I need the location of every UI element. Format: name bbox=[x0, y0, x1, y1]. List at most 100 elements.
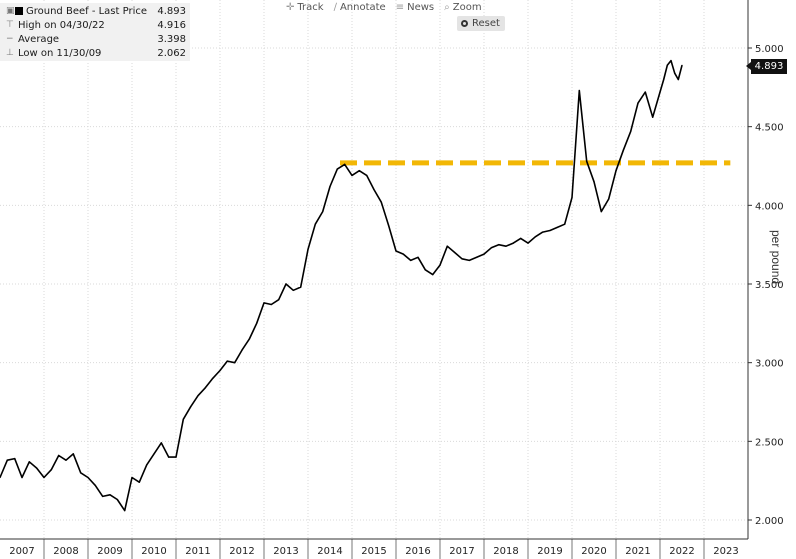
data-point bbox=[542, 231, 544, 233]
y-tick-label: 2.500 bbox=[755, 437, 784, 448]
chart-toolbar: ✛ Track ∕ Annotate ≡ News ⌕ Zoom bbox=[286, 0, 482, 14]
data-point bbox=[190, 406, 192, 408]
data-point bbox=[197, 395, 199, 397]
x-tick-label: 2016 bbox=[405, 546, 430, 557]
data-point bbox=[314, 223, 316, 225]
data-point bbox=[168, 456, 170, 458]
news-label: News bbox=[407, 1, 435, 13]
data-point bbox=[652, 116, 654, 118]
legend-row-low: ⊥ Low on 11/30/09 2.062 bbox=[4, 47, 186, 59]
data-point bbox=[586, 160, 588, 162]
x-tick-label: 2008 bbox=[53, 546, 78, 557]
data-point bbox=[278, 299, 280, 301]
data-point bbox=[373, 189, 375, 191]
data-point bbox=[160, 442, 162, 444]
annotate-label: Annotate bbox=[339, 1, 386, 13]
data-point bbox=[388, 225, 390, 227]
annotate-button[interactable]: ∕ Annotate bbox=[334, 0, 386, 14]
series-group bbox=[0, 59, 683, 512]
data-point bbox=[21, 476, 23, 479]
data-point bbox=[512, 242, 514, 244]
data-point bbox=[505, 245, 507, 247]
average-marker-icon: − bbox=[6, 34, 14, 44]
data-point bbox=[534, 236, 536, 238]
x-tick-label: 2023 bbox=[713, 546, 738, 557]
x-tick-label: 2020 bbox=[581, 546, 606, 557]
data-point bbox=[578, 89, 580, 92]
legend-low-value: 2.062 bbox=[157, 47, 186, 59]
data-point bbox=[674, 72, 676, 74]
last-price-badge: 4.893 bbox=[746, 59, 787, 74]
data-point bbox=[146, 464, 148, 466]
legend-toggle-icon[interactable]: ▣ bbox=[6, 6, 15, 16]
data-point bbox=[380, 201, 382, 203]
reset-button[interactable]: Reset bbox=[457, 16, 505, 31]
legend-title-value: 4.893 bbox=[157, 5, 186, 17]
data-point bbox=[285, 283, 287, 285]
data-point bbox=[329, 185, 331, 188]
data-point bbox=[116, 498, 118, 501]
data-point bbox=[72, 453, 74, 455]
data-point bbox=[263, 302, 265, 304]
data-point bbox=[241, 349, 243, 351]
data-point bbox=[36, 467, 38, 469]
chart-legend[interactable]: ▣ Ground Beef - Last Price 4.893 ⊤ High … bbox=[0, 3, 190, 61]
data-point bbox=[80, 472, 82, 474]
x-tick-label: 2021 bbox=[625, 546, 650, 557]
data-point bbox=[670, 60, 672, 62]
x-tick-label: 2010 bbox=[141, 546, 166, 557]
y-tick-label: 3.500 bbox=[755, 280, 784, 291]
track-button[interactable]: ✛ Track bbox=[286, 0, 324, 14]
y-tick-labels: 2.000 2.500 3.000 3.500 4.000 4.500 5.000 bbox=[755, 44, 784, 527]
data-point bbox=[461, 258, 463, 260]
series-line bbox=[0, 59, 683, 512]
data-point bbox=[0, 476, 1, 479]
data-point bbox=[424, 269, 426, 271]
data-point bbox=[322, 211, 324, 213]
data-point bbox=[131, 476, 133, 479]
data-point bbox=[204, 387, 206, 389]
data-point bbox=[358, 170, 360, 172]
data-point bbox=[666, 64, 668, 66]
high-marker-icon: ⊤ bbox=[6, 20, 14, 30]
y-tick-label: 2.000 bbox=[755, 516, 784, 527]
data-point bbox=[234, 362, 236, 364]
x-tick-label: 2014 bbox=[317, 546, 342, 557]
low-marker-icon: ⊥ bbox=[6, 48, 14, 58]
data-point bbox=[395, 250, 397, 252]
x-tick-label: 2019 bbox=[537, 546, 562, 557]
data-point bbox=[556, 226, 558, 228]
data-point bbox=[608, 198, 610, 200]
y-tick-label: 4.000 bbox=[755, 201, 784, 212]
x-tick-label: 2017 bbox=[449, 546, 474, 557]
news-button[interactable]: ≡ News bbox=[396, 0, 434, 14]
zoom-label: Zoom bbox=[452, 1, 482, 13]
data-point bbox=[212, 377, 214, 379]
data-point bbox=[336, 168, 338, 170]
data-point bbox=[615, 170, 617, 172]
y-tick-label: 3.000 bbox=[755, 359, 784, 370]
data-point bbox=[593, 181, 595, 183]
data-point bbox=[454, 251, 456, 254]
data-point bbox=[630, 130, 632, 132]
legend-average-value: 3.398 bbox=[157, 33, 186, 45]
legend-low-label: Low on 11/30/09 bbox=[18, 47, 102, 59]
y-tick-label: 4.500 bbox=[755, 123, 784, 134]
data-point bbox=[417, 256, 419, 258]
data-point bbox=[600, 211, 602, 213]
x-tick-labels: 2007 2008 2009 2010 2011 2012 2013 2014 2015 2016… bbox=[9, 546, 738, 557]
zoom-button[interactable]: ⌕ Zoom bbox=[444, 0, 481, 14]
data-point bbox=[226, 360, 228, 362]
data-point bbox=[256, 322, 258, 324]
data-point bbox=[109, 494, 111, 496]
data-point bbox=[564, 223, 566, 225]
data-point bbox=[219, 369, 221, 372]
data-point bbox=[498, 244, 500, 246]
x-tick-label: 2007 bbox=[9, 546, 34, 557]
data-point bbox=[637, 102, 639, 104]
x-tick-label: 2009 bbox=[97, 546, 122, 557]
data-point bbox=[366, 174, 368, 176]
data-point bbox=[527, 242, 529, 244]
data-point bbox=[549, 229, 551, 232]
